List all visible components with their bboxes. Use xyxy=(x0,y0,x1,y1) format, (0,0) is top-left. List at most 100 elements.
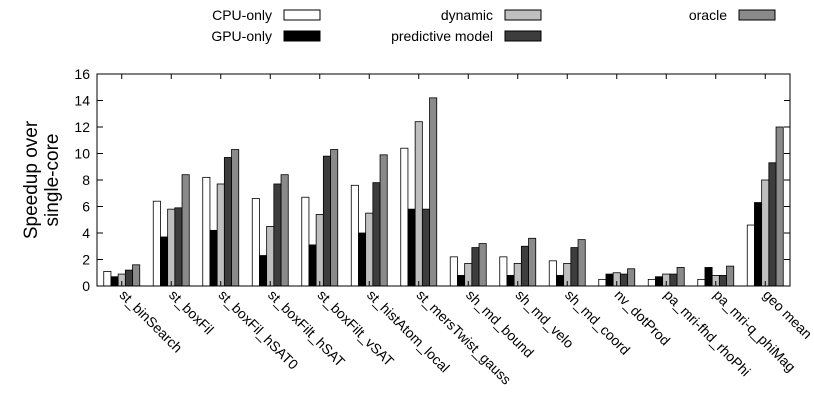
bar-gpu-only xyxy=(605,273,614,287)
bar-group xyxy=(202,149,240,287)
bar-cpu-only xyxy=(746,224,755,287)
bar-group xyxy=(350,154,388,287)
bar-dynamic xyxy=(216,183,225,287)
bar-cpu-only xyxy=(251,198,260,287)
bar-gpu-only xyxy=(556,274,565,287)
bar-predictive-model xyxy=(322,155,331,287)
x-category-label: st_histAtom_local xyxy=(364,287,453,376)
legend-swatch xyxy=(504,30,542,42)
bar-dynamic xyxy=(167,208,176,287)
legend-label: predictive model xyxy=(391,28,493,44)
bar-oracle xyxy=(775,126,784,287)
bar-cpu-only xyxy=(548,260,557,287)
bar-gpu-only xyxy=(754,202,763,287)
x-category-label: st_boxFil xyxy=(166,287,217,338)
legend-label: oracle xyxy=(689,7,727,23)
bar-dynamic xyxy=(365,212,374,287)
bar-dynamic xyxy=(414,121,423,287)
bar-cpu-only xyxy=(647,278,656,287)
legend-label: dynamic xyxy=(441,7,493,23)
bar-gpu-only xyxy=(358,232,367,287)
bar-gpu-only xyxy=(655,276,664,287)
bar-cpu-only xyxy=(598,278,607,287)
bars xyxy=(103,97,784,287)
bar-group xyxy=(647,267,685,287)
bar-predictive-model xyxy=(619,273,628,287)
legend-label: CPU-only xyxy=(212,7,272,23)
legend-swatch xyxy=(504,9,542,21)
y-axis: 0 2 4 6 8 10 12 14 16 xyxy=(74,66,790,294)
bar-oracle xyxy=(132,264,141,287)
y-tick-label: 10 xyxy=(74,146,90,162)
bar-predictive-model xyxy=(520,245,529,287)
bar-gpu-only xyxy=(160,236,169,287)
legend-item: predictive model xyxy=(391,28,542,44)
y-tick-label: 8 xyxy=(82,172,90,188)
bar-oracle xyxy=(577,239,586,287)
bar-predictive-model xyxy=(570,247,579,287)
bar-gpu-only xyxy=(407,208,416,287)
bar-dynamic xyxy=(266,225,275,287)
bar-predictive-model xyxy=(174,207,183,287)
bar-gpu-only xyxy=(110,276,119,287)
bar-oracle xyxy=(330,149,339,287)
bar-gpu-only xyxy=(259,255,268,287)
bar-cpu-only xyxy=(350,184,359,287)
bar-predictive-model xyxy=(421,208,430,287)
bar-oracle xyxy=(528,237,537,287)
bar-oracle xyxy=(231,149,240,287)
y-tick-label: 16 xyxy=(74,66,90,82)
bar-oracle xyxy=(280,174,289,287)
bar-oracle xyxy=(429,97,438,287)
bar-oracle xyxy=(627,268,636,287)
bar-predictive-model xyxy=(372,182,381,287)
bar-predictive-model xyxy=(223,157,232,287)
y-tick-label: 14 xyxy=(74,93,90,109)
bar-group xyxy=(400,97,438,287)
bar-cpu-only xyxy=(152,200,161,287)
legend-swatch xyxy=(738,9,776,21)
bar-oracle xyxy=(676,267,685,287)
bar-oracle xyxy=(181,174,190,287)
bar-group xyxy=(548,239,586,287)
bar-gpu-only xyxy=(704,267,713,287)
y-tick-label: 6 xyxy=(82,199,90,215)
bar-group xyxy=(103,264,141,287)
bar-cpu-only xyxy=(400,147,409,287)
bar-dynamic xyxy=(315,214,324,287)
legend-item: oracle xyxy=(689,7,776,23)
y-tick-label: 4 xyxy=(82,225,90,241)
bar-cpu-only xyxy=(202,176,211,287)
y-tick-label: 12 xyxy=(74,119,90,135)
bar-group xyxy=(251,174,289,287)
bar-cpu-only xyxy=(301,196,310,287)
bar-oracle xyxy=(379,154,388,287)
x-category-label: pa_mri-fhd_rhoPhi xyxy=(661,287,754,380)
legend-swatch xyxy=(283,30,321,42)
bar-group xyxy=(152,174,190,287)
bar-gpu-only xyxy=(308,244,317,287)
bar-group xyxy=(301,149,339,287)
legend-label: GPU-only xyxy=(211,28,272,44)
legend-item: CPU-only xyxy=(212,7,321,23)
legend-swatch xyxy=(283,9,321,21)
y-tick-label: 2 xyxy=(82,252,90,268)
y-tick-label: 0 xyxy=(82,278,90,294)
bar-cpu-only xyxy=(499,256,508,287)
legend: CPU-only GPU-only dynamic predictive model o… xyxy=(211,7,776,44)
bar-gpu-only xyxy=(506,274,515,287)
legend-item: GPU-only xyxy=(211,28,321,44)
bar-predictive-model xyxy=(273,183,282,287)
bar-dynamic xyxy=(761,179,770,287)
bar-gpu-only xyxy=(209,229,218,287)
x-category-label: st_mersTwist_gauss xyxy=(414,287,515,388)
bar-predictive-model xyxy=(718,274,727,287)
bar-group xyxy=(499,237,537,287)
bar-predictive-model xyxy=(471,247,480,287)
bar-oracle xyxy=(478,243,487,287)
plot-frame xyxy=(96,73,791,287)
legend-item: dynamic xyxy=(441,7,542,23)
y-axis-title: Speedup over single-core xyxy=(21,120,63,239)
bar-cpu-only xyxy=(103,271,112,287)
